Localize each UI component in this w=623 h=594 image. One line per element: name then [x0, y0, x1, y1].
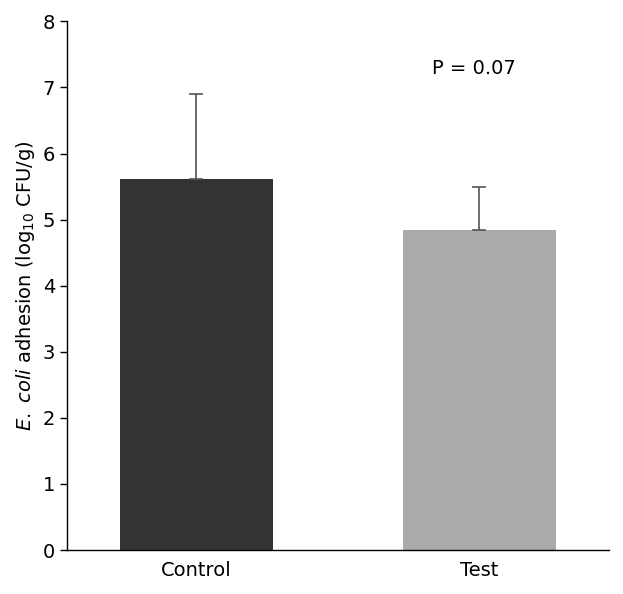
Y-axis label: $\it{E.\ coli}$ adhesion (log$_{10}$ CFU/g): $\it{E.\ coli}$ adhesion (log$_{10}$ CFU… [14, 140, 37, 431]
Bar [403, 229, 556, 550]
Text: P = 0.07: P = 0.07 [432, 59, 515, 78]
Bar [120, 179, 273, 550]
